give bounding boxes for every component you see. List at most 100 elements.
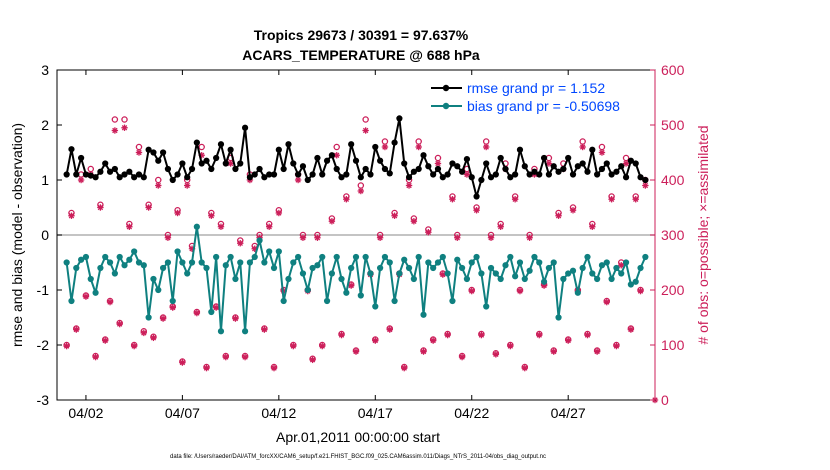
- bias-point: [608, 275, 615, 283]
- obs-assimilated-marker: [497, 223, 504, 230]
- bias-point: [266, 248, 273, 255]
- obs-assimilated-stroke: [213, 304, 219, 311]
- obs-assimilated-marker: [212, 304, 220, 311]
- obs-assimilated-marker: [589, 223, 596, 230]
- rmse-point: [594, 171, 601, 178]
- bias-point: [569, 267, 577, 274]
- obs-assimilated-marker: [545, 160, 553, 167]
- bias-point: [222, 262, 229, 269]
- rmse-point: [410, 168, 417, 175]
- bias-point: [502, 262, 509, 269]
- rmse-point: [333, 165, 340, 173]
- rmse-point: [188, 165, 196, 173]
- rmse-point: [468, 174, 475, 181]
- obs-assimilated-marker: [164, 234, 172, 241]
- obs-assimilated-stroke: [170, 304, 176, 311]
- obs-assimilated-stroke: [377, 235, 383, 241]
- bias-point: [560, 275, 567, 283]
- bias-point: [584, 253, 591, 261]
- obs-assimilated-stroke: [334, 152, 340, 158]
- rmse-point: [232, 165, 239, 173]
- obs-assimilated-marker: [68, 212, 75, 219]
- obs-assimilated-stroke: [565, 337, 571, 344]
- bias-point: [333, 253, 340, 261]
- obs-assimilated-stroke: [271, 365, 277, 371]
- bias-point: [594, 275, 601, 283]
- bias-point: [155, 286, 162, 294]
- obs-assimilated-stroke: [493, 351, 499, 358]
- obs-assimilated-stroke: [276, 210, 282, 216]
- obs-assimilated-stroke: [97, 204, 104, 211]
- bias-point: [415, 253, 422, 261]
- bias-point: [391, 297, 398, 305]
- rmse-point: [140, 174, 147, 181]
- bias-point: [256, 237, 263, 244]
- y-tick-label: 1: [41, 172, 49, 188]
- rmse-point: [565, 154, 572, 162]
- x-tick-label: 04/02: [68, 405, 103, 421]
- obs-assimilated-marker: [155, 182, 162, 189]
- obs-assimilated-stroke: [512, 196, 518, 202]
- rmse-point: [237, 160, 244, 167]
- y-tick-label: -2: [37, 337, 50, 353]
- bias-point: [410, 275, 417, 283]
- rmse-point: [319, 171, 326, 178]
- rmse-point: [299, 163, 307, 170]
- obs-assimilated-stroke: [406, 182, 412, 189]
- rmse-point: [246, 174, 254, 181]
- obs-assimilated-marker: [449, 196, 456, 203]
- obs-assimilated-marker: [642, 182, 649, 189]
- rmse-point: [377, 157, 384, 164]
- chart-subtitle: ACARS_TEMPERATURE @ 688 hPa: [242, 47, 480, 63]
- obs-assimilated-marker: [241, 353, 249, 361]
- x-tick-label: 04/27: [551, 405, 586, 421]
- bias-point: [73, 264, 80, 272]
- obs-assimilated-stroke: [73, 326, 79, 333]
- obs-assimilated-marker: [593, 348, 601, 355]
- y2-tick-label: 400: [661, 172, 685, 188]
- rmse-point: [434, 165, 442, 173]
- bias-point: [632, 278, 639, 285]
- bias-point: [246, 259, 254, 266]
- rmse-point: [275, 146, 282, 153]
- obs-assimilated-stroke: [227, 160, 234, 167]
- obs-assimilated-marker: [275, 209, 283, 217]
- obs-assimilated-marker: [507, 342, 514, 350]
- obs-assimilated-marker: [618, 262, 625, 269]
- obs-assimilated-stroke: [116, 321, 123, 327]
- y2-tick-label: 100: [661, 337, 685, 353]
- rmse-point: [540, 154, 548, 162]
- rmse-point: [449, 160, 456, 167]
- bias-point: [449, 297, 456, 305]
- bias-point: [188, 259, 196, 266]
- bias-point: [362, 253, 369, 261]
- obs-assimilated-stroke: [338, 332, 345, 338]
- bias-point: [579, 264, 586, 272]
- obs-assimilated-marker: [536, 331, 543, 339]
- obs-assimilated-stroke: [526, 235, 533, 241]
- bias-point: [208, 308, 215, 316]
- bias-point: [323, 297, 331, 305]
- rmse-point: [516, 146, 524, 153]
- obs-assimilated-stroke: [517, 288, 523, 294]
- rmse-point: [290, 160, 297, 167]
- obs-assimilated-stroke: [449, 196, 456, 202]
- rmse-point: [608, 171, 615, 178]
- obs-assimilated-marker: [598, 149, 606, 156]
- rmse-point: [569, 171, 577, 178]
- bias-point: [386, 259, 393, 266]
- obs-assimilated-stroke: [102, 337, 108, 344]
- bias-point: [357, 292, 364, 299]
- bias-point: [454, 256, 461, 263]
- obs-assimilated-marker: [444, 331, 451, 339]
- bias-point: [381, 253, 389, 261]
- obs-assimilated-stroke: [589, 224, 596, 230]
- obs-assimilated-stroke: [83, 293, 89, 300]
- rmse-point: [280, 165, 287, 173]
- obs-assimilated-marker: [608, 196, 615, 203]
- obs-assimilated-stroke: [469, 288, 475, 294]
- obs-assimilated-stroke: [290, 343, 297, 349]
- obs-assimilated-marker: [265, 223, 273, 230]
- rmse-point: [444, 171, 451, 178]
- rmse-point: [193, 139, 200, 146]
